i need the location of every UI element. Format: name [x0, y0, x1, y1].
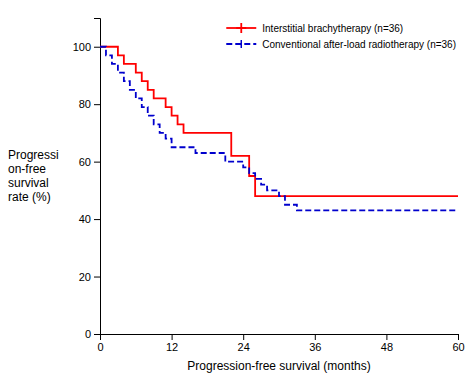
y-axis-title-line: Progressi: [8, 148, 59, 162]
tick-mark: [94, 219, 100, 220]
tick: 100: [73, 41, 100, 53]
legend-item: Conventional after-load radiotherapy (n=…: [226, 39, 456, 50]
tick-label: 40: [79, 213, 91, 225]
axis-line: [101, 335, 459, 341]
tick-mark: [386, 334, 387, 340]
tick-label: 80: [79, 98, 91, 110]
tick: 60: [79, 156, 100, 168]
tick: 40: [79, 213, 100, 225]
legend-label: Interstitial brachytherapy (n=36): [262, 23, 403, 34]
plot-area: 0 12 24 36 48 60 0 20 40 60 80 100 Interstitial brac…: [73, 19, 465, 353]
tick-label: 20: [79, 271, 91, 283]
x-axis-title: Progression-free survival (months): [187, 359, 370, 373]
y-axis-title: Progression-freesurvivalrate (%): [8, 148, 59, 204]
tick-label: 36: [309, 341, 321, 353]
tick: 12: [166, 334, 178, 353]
tick: 0: [85, 328, 100, 340]
tick-label: 24: [238, 341, 250, 353]
tick-label: 0: [85, 328, 91, 340]
tick-mark: [94, 334, 100, 335]
tick: 36: [309, 334, 321, 353]
tick-label: 12: [166, 341, 178, 353]
tick-mark: [94, 104, 100, 105]
y-axis-title-line: survival: [8, 176, 49, 190]
tick: 0: [97, 334, 103, 353]
legend-label: Conventional after-load radiotherapy (n=…: [262, 39, 456, 50]
axis-line: [94, 19, 101, 335]
legend-item: Interstitial brachytherapy (n=36): [226, 23, 403, 34]
tick-mark: [172, 334, 173, 340]
tick-mark: [94, 277, 100, 278]
tick-label: 0: [97, 341, 103, 353]
tick: 20: [79, 271, 100, 283]
tick: 48: [381, 334, 393, 353]
tick-mark: [94, 162, 100, 163]
tick: 80: [79, 98, 100, 110]
tick-label: 60: [79, 156, 91, 168]
tick: 60: [452, 334, 464, 353]
legend: Interstitial brachytherapy (n=36) Convent…: [226, 23, 456, 50]
legend-marker: [241, 40, 243, 48]
legend-marker: [236, 23, 246, 33]
tick-label: 60: [452, 341, 464, 353]
chart: 0 12 24 36 48 60 0 20 40 60 80 100 Interstitial brac…: [0, 0, 474, 380]
x-axis: 0 12 24 36 48 60: [97, 334, 464, 353]
tick-mark: [458, 334, 459, 340]
tick-mark: [94, 47, 100, 48]
y-axis: 0 20 40 60 80 100: [73, 19, 101, 341]
tick-label: 100: [73, 41, 91, 53]
series-group: [100, 47, 458, 211]
y-axis-title-line: rate (%): [8, 190, 51, 204]
y-axis-title-line: on-free: [8, 162, 46, 176]
tick-label: 48: [381, 341, 393, 353]
tick: 24: [238, 334, 250, 353]
tick-mark: [315, 334, 316, 340]
series-line: [100, 47, 458, 211]
tick-mark: [243, 334, 244, 340]
